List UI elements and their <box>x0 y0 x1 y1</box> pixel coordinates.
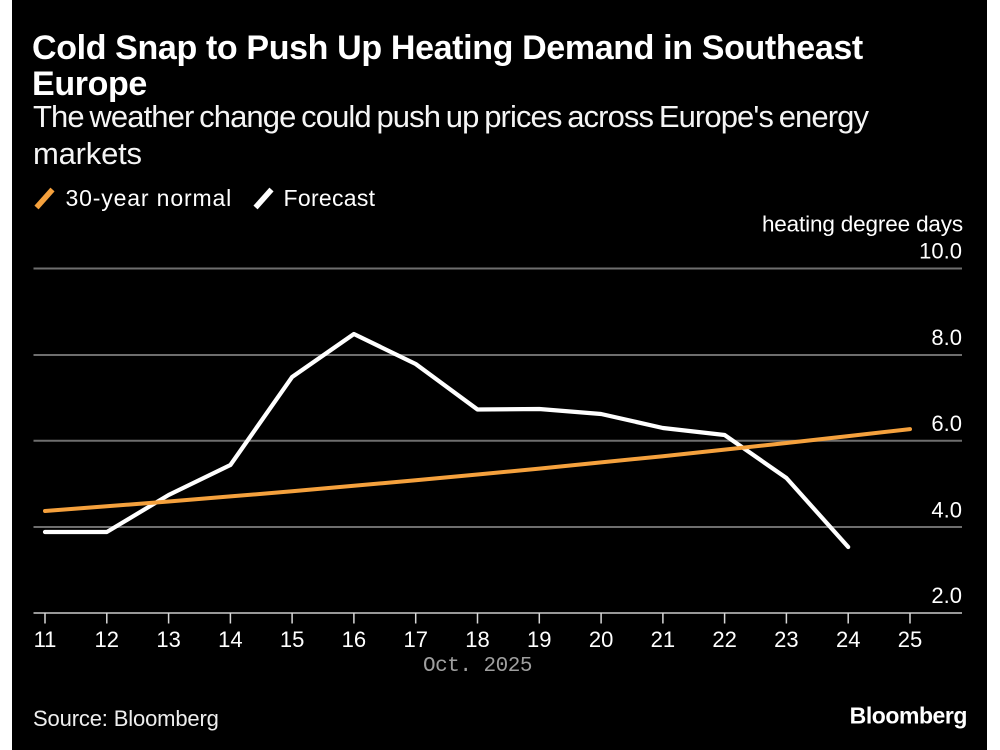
svg-text:24: 24 <box>836 627 860 652</box>
svg-text:18: 18 <box>465 627 489 652</box>
svg-text:Forecast: Forecast <box>284 185 376 211</box>
svg-text:25: 25 <box>898 627 922 652</box>
svg-text:16: 16 <box>342 627 366 652</box>
svg-text:8.0: 8.0 <box>931 325 962 350</box>
svg-text:heating degree days: heating degree days <box>762 212 963 237</box>
svg-text:14: 14 <box>218 627 242 652</box>
svg-text:30-year normal: 30-year normal <box>66 185 233 211</box>
svg-text:19: 19 <box>527 627 551 652</box>
svg-text:11: 11 <box>34 627 57 652</box>
svg-text:Oct. 2025: Oct. 2025 <box>423 655 532 678</box>
svg-text:2.0: 2.0 <box>931 583 962 608</box>
svg-text:12: 12 <box>95 627 119 652</box>
svg-text:17: 17 <box>403 627 427 652</box>
svg-text:23: 23 <box>774 627 798 652</box>
svg-text:20: 20 <box>589 627 613 652</box>
svg-text:6.0: 6.0 <box>931 411 962 436</box>
svg-text:13: 13 <box>156 627 180 652</box>
svg-text:Source: Bloomberg: Source: Bloomberg <box>33 706 219 731</box>
svg-text:15: 15 <box>280 627 304 652</box>
svg-text:22: 22 <box>712 627 736 652</box>
svg-text:4.0: 4.0 <box>931 498 962 523</box>
svg-text:21: 21 <box>651 627 675 652</box>
svg-text:Bloomberg: Bloomberg <box>850 703 967 729</box>
svg-text:10.0: 10.0 <box>919 239 962 264</box>
